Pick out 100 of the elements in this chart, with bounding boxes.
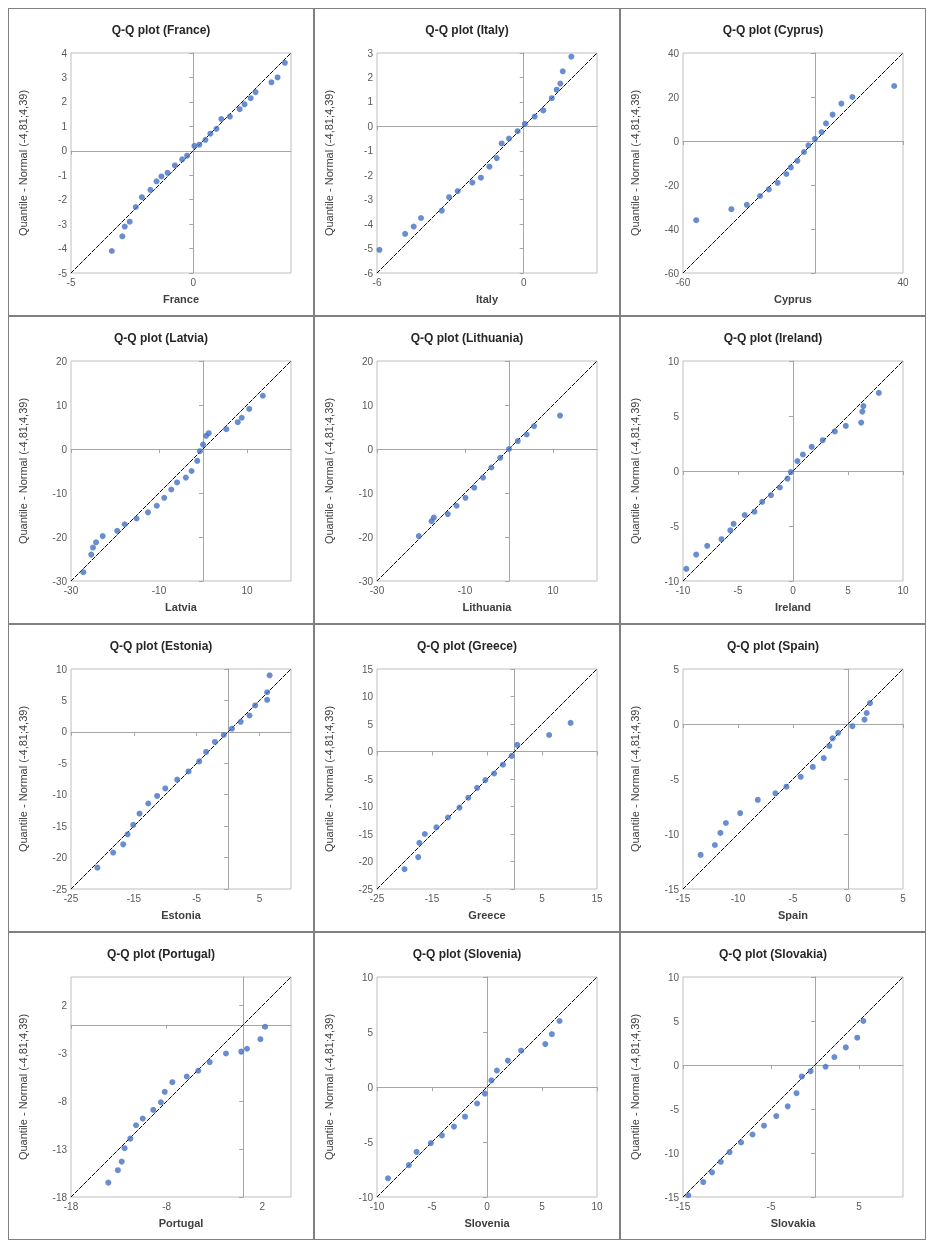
point: [161, 494, 168, 501]
y-tick-label: 2: [367, 71, 374, 83]
point: [542, 1041, 549, 1048]
y-tick-label: -20: [358, 531, 374, 543]
point: [114, 527, 121, 534]
point: [105, 1179, 112, 1186]
y-tick-label: -6: [364, 267, 374, 279]
point: [835, 729, 842, 736]
point: [523, 431, 530, 438]
point: [266, 672, 273, 679]
point: [94, 864, 101, 871]
point: [863, 710, 870, 716]
y-axis-title: Quantile - Normal (-4,81;4,39): [17, 705, 29, 853]
point: [171, 162, 178, 169]
point: [218, 116, 225, 122]
point: [402, 230, 409, 237]
y-axis-title: Quantile - Normal (-4,81;4,39): [629, 89, 641, 237]
y-tick-label: 2: [61, 96, 68, 108]
point: [252, 702, 259, 709]
point: [200, 441, 206, 448]
point: [521, 120, 528, 127]
point: [829, 735, 836, 742]
point: [446, 194, 453, 201]
point: [829, 111, 836, 118]
point: [685, 1192, 692, 1199]
y-axis-title: Quantile - Normal (-4,81;4,39): [629, 705, 641, 853]
y-tick-label: -18: [52, 1191, 68, 1203]
point: [481, 1090, 488, 1097]
point: [776, 484, 783, 491]
y-tick-label: -5: [364, 243, 374, 255]
point: [794, 157, 801, 164]
x-axis-title: Greece: [468, 908, 506, 921]
x-tick-label: -15: [424, 892, 440, 904]
x-tick-label: 0: [845, 892, 852, 904]
y-tick-label: 5: [367, 718, 374, 730]
point: [157, 1099, 164, 1106]
point: [127, 1135, 134, 1142]
point: [145, 509, 151, 516]
point: [812, 135, 818, 142]
y-tick-label: -10: [664, 575, 680, 587]
point: [568, 53, 575, 60]
chart-title: Q-Q plot (Slovenia): [412, 947, 522, 961]
y-tick-label: -25: [52, 883, 68, 895]
point: [805, 142, 812, 149]
point: [799, 451, 806, 458]
point: [497, 454, 504, 461]
point: [430, 514, 437, 521]
x-tick-label: 0: [520, 276, 527, 288]
point: [474, 784, 481, 791]
y-tick-label: -10: [52, 487, 68, 499]
y-tick-label: 1: [367, 96, 374, 108]
y-tick-label: -5: [670, 773, 680, 785]
y-tick-label: -10: [664, 828, 680, 840]
point: [783, 171, 790, 177]
y-tick-label: 1: [61, 120, 68, 132]
point: [202, 136, 209, 143]
point: [559, 68, 566, 75]
y-tick-label: -15: [664, 1191, 680, 1203]
y-tick-label: 0: [673, 718, 680, 730]
point: [416, 839, 423, 846]
chart-title: Q-Q plot (Italy): [425, 23, 509, 37]
point: [236, 106, 243, 113]
y-tick-label: 0: [61, 145, 68, 157]
y-tick-label: -15: [52, 820, 68, 832]
y-tick-label: 5: [367, 1026, 374, 1038]
y-tick-label: 5: [673, 1015, 680, 1027]
point: [546, 732, 553, 738]
point: [540, 107, 547, 114]
point: [454, 188, 461, 195]
point: [860, 403, 867, 410]
point: [226, 113, 233, 120]
y-tick-label: 40: [667, 47, 680, 59]
point: [531, 113, 538, 120]
point: [477, 174, 484, 181]
point: [203, 748, 210, 755]
point: [438, 207, 445, 214]
y-axis-title: Quantile - Normal (-4,81;4,39): [629, 1013, 641, 1161]
x-tick-label: -5: [766, 1200, 776, 1212]
y-tick-label: 20: [55, 355, 68, 367]
y-tick-label: 10: [361, 399, 374, 411]
point: [415, 854, 422, 861]
x-axis-title: Slovenia: [464, 1216, 511, 1229]
point: [556, 1018, 563, 1024]
point: [120, 841, 127, 848]
point: [787, 469, 794, 476]
y-tick-label: -30: [52, 575, 68, 587]
point: [557, 412, 564, 419]
point: [831, 1054, 838, 1061]
y-tick-label: -60: [664, 267, 680, 279]
point: [757, 193, 763, 199]
point: [793, 1090, 800, 1097]
point: [514, 741, 521, 748]
y-tick-label: 0: [367, 746, 374, 757]
point: [875, 389, 882, 396]
y-tick-label: -15: [358, 828, 374, 840]
x-tick-label: 10: [591, 1200, 603, 1212]
point: [118, 1158, 125, 1165]
point: [246, 712, 253, 719]
point: [514, 128, 521, 135]
y-tick-label: -20: [358, 856, 374, 867]
